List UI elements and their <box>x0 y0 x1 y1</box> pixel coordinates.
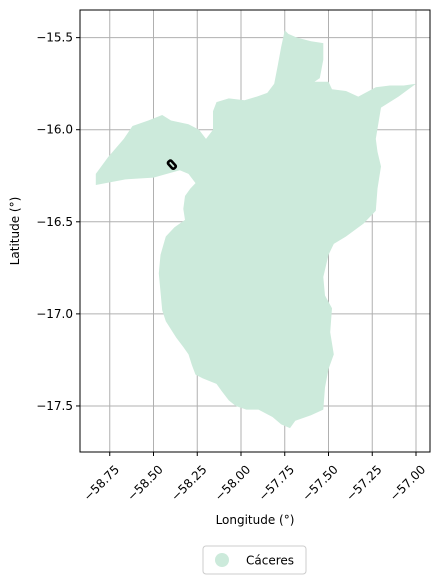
x-axis-ticks: −58.75 −58.50 −58.25 −58.00 −57.75 −57.50 −57.… <box>81 452 428 504</box>
location-marker <box>166 159 178 171</box>
x-tick-label-4: −57.75 <box>256 462 297 503</box>
x-tick-label-0: −58.75 <box>81 462 122 503</box>
x-tick-label-1: −58.50 <box>125 462 166 503</box>
y-axis-ticks: −15.5 −16.0 −16.5 −17.0 −17.5 <box>36 31 80 413</box>
plot-frame <box>79 9 431 453</box>
y-tick-label-4: −17.5 <box>36 399 73 413</box>
x-tick-label-5: −57.50 <box>300 462 341 503</box>
legend-swatch <box>215 553 229 567</box>
y-tick-label-1: −16.0 <box>36 123 73 137</box>
y-tick-label-2: −16.5 <box>36 215 73 229</box>
legend-frame <box>202 545 307 575</box>
caceres-region <box>95 30 417 429</box>
y-axis-label: Latitude (°) <box>8 197 22 266</box>
x-tick-label-3: −58.00 <box>212 462 253 503</box>
x-tick-label-7: −57.00 <box>387 462 428 503</box>
legend: Cáceres <box>202 545 307 575</box>
x-axis-label: Longitude (°) <box>216 513 295 527</box>
x-tick-label-2: −58.25 <box>168 462 209 503</box>
y-tick-label-3: −17.0 <box>36 307 73 321</box>
legend-label: Cáceres <box>246 554 294 568</box>
y-tick-label-0: −15.5 <box>36 31 73 45</box>
x-tick-label-6: −57.25 <box>343 462 384 503</box>
